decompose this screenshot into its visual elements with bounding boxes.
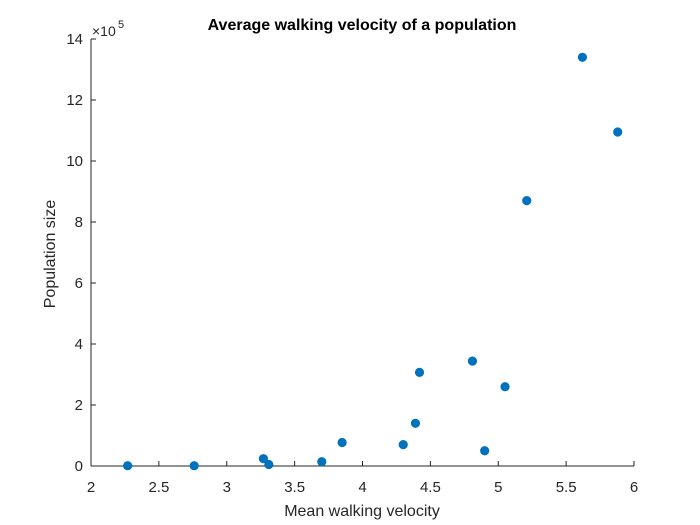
x-tick-label: 2: [87, 479, 95, 496]
data-point: [264, 459, 274, 470]
y-tick-label: 2: [75, 397, 83, 414]
data-point: [398, 440, 408, 450]
y-axis-ticks: 0 2 4 6 8 10 12 14: [66, 31, 96, 475]
x-tick-label: 5.5: [556, 479, 577, 496]
data-point: [414, 367, 425, 377]
data-point: [613, 127, 623, 137]
data-point: [577, 52, 588, 62]
data-point: [337, 437, 347, 448]
data-point: [480, 446, 490, 456]
y-tick-label: 8: [75, 214, 83, 231]
y-exponent-power: 5: [118, 19, 124, 31]
x-tick-label: 5: [494, 479, 502, 496]
data-point: [522, 196, 532, 206]
x-tick-label: 6: [630, 479, 638, 496]
x-tick-label: 4: [358, 479, 366, 496]
data-point: [123, 461, 133, 471]
y-tick-label: 6: [75, 275, 83, 292]
data-point: [258, 454, 269, 464]
y-axis-exponent: ×10 5: [92, 19, 124, 39]
y-tick-label: 12: [66, 92, 83, 109]
y-tick-label: 10: [66, 153, 83, 170]
x-tick-label: 4.5: [420, 479, 441, 496]
x-tick-label: 3.5: [284, 479, 305, 496]
x-axis-label: Mean walking velocity: [284, 503, 440, 520]
data-point: [410, 418, 421, 428]
data-point: [467, 356, 478, 366]
x-axis-ticks: 2 2.5 3 3.5 4 4.5 5 5.5 6: [87, 461, 638, 496]
chart-title: Average walking velocity of a population: [208, 17, 517, 34]
data-point: [317, 457, 327, 467]
data-point: [189, 461, 199, 471]
data-point: [500, 382, 510, 392]
x-tick-label: 2.5: [148, 479, 169, 496]
y-tick-label: 14: [66, 31, 83, 48]
scatter-points: [123, 52, 623, 471]
y-exponent-base: ×10: [92, 23, 116, 39]
y-axis-label: Population size: [42, 200, 59, 309]
y-tick-label: 4: [75, 336, 83, 353]
x-tick-label: 3: [223, 479, 231, 496]
y-tick-label: 0: [75, 458, 83, 475]
